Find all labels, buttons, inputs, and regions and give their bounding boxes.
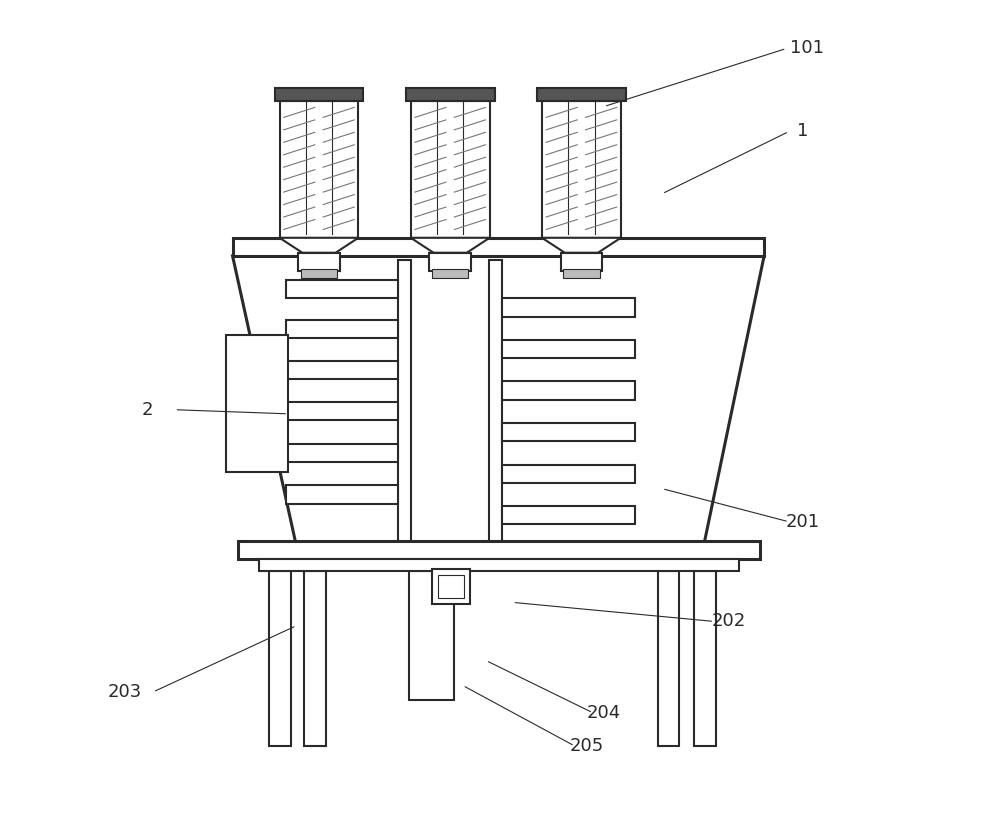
Bar [406, 89, 495, 101]
Bar [286, 320, 398, 339]
Text: 101: 101 [790, 39, 824, 58]
Bar [286, 280, 398, 298]
Bar [561, 252, 602, 271]
Bar [502, 506, 635, 524]
Bar [502, 298, 635, 317]
Bar [432, 269, 468, 278]
Bar [537, 89, 626, 101]
Bar [286, 360, 398, 379]
Bar [269, 571, 291, 746]
Bar [429, 252, 471, 271]
Text: 201: 201 [786, 512, 820, 531]
Bar [502, 465, 635, 482]
Text: 1: 1 [797, 123, 809, 140]
Bar [432, 569, 470, 604]
Bar [489, 260, 502, 543]
Polygon shape [542, 237, 621, 252]
Bar [658, 571, 679, 746]
Text: 202: 202 [711, 613, 745, 630]
Bar [411, 101, 490, 237]
Bar [233, 237, 764, 256]
Bar [438, 575, 464, 599]
Bar [502, 340, 635, 358]
Bar [398, 260, 411, 543]
Polygon shape [233, 256, 764, 547]
Text: 2: 2 [141, 400, 153, 419]
Bar [280, 101, 358, 237]
Polygon shape [280, 237, 358, 252]
Bar [694, 571, 716, 746]
Text: 205: 205 [570, 737, 604, 755]
Bar [298, 252, 340, 271]
Bar [259, 559, 739, 571]
Text: 204: 204 [587, 704, 621, 721]
Bar [409, 571, 454, 701]
Bar [502, 423, 635, 441]
Bar [301, 269, 337, 278]
Bar [286, 485, 398, 503]
Bar [502, 381, 635, 400]
Bar [275, 89, 363, 101]
Bar [238, 541, 760, 559]
Text: 203: 203 [108, 683, 142, 701]
Bar [563, 269, 600, 278]
Polygon shape [411, 237, 490, 252]
Bar [542, 101, 621, 237]
Bar [226, 335, 288, 472]
Bar [286, 402, 398, 421]
Bar [304, 571, 326, 746]
Bar [286, 444, 398, 462]
